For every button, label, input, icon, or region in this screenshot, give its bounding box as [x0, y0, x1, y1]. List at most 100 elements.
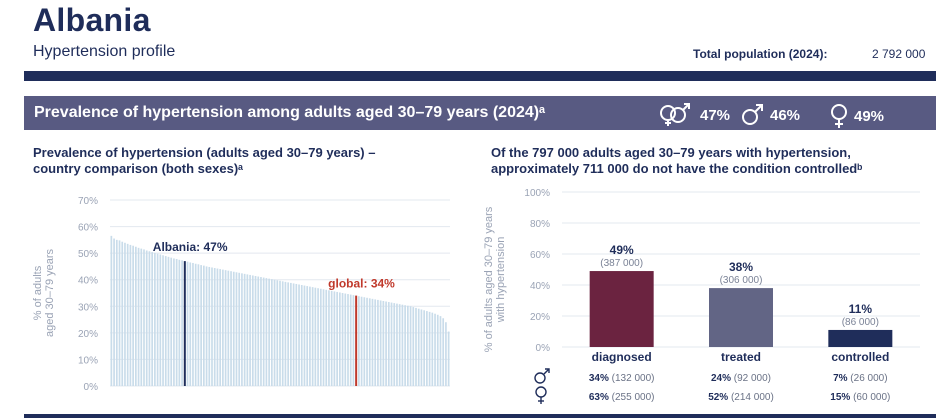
- country-bar: [325, 289, 328, 386]
- country-bar: [360, 296, 363, 386]
- male-breakdown-pct: 24%: [711, 373, 731, 384]
- country-bar: [175, 258, 178, 386]
- country-bar: [224, 270, 227, 386]
- country-bar: [251, 275, 254, 386]
- country-bar: [273, 279, 276, 386]
- banner-title: Prevalence of hypertension among adults …: [34, 104, 546, 121]
- cascade-category-label: diagnosed: [592, 350, 652, 364]
- country-bar: [232, 271, 235, 386]
- country-bar: [328, 290, 330, 386]
- country-comparison-title-line1: Prevalence of hypertension (adults aged …: [33, 145, 376, 160]
- country-bar: [290, 282, 292, 386]
- country-bar: [262, 277, 265, 386]
- cascade-bar-controlled: [828, 329, 893, 347]
- country-bar: [222, 269, 224, 386]
- country-bar: [137, 247, 140, 386]
- country-bar: [436, 314, 439, 386]
- female-breakdown-label: 52% (214 000): [708, 392, 774, 403]
- country-bar: [287, 282, 290, 386]
- y-tick-label: 20%: [78, 329, 98, 340]
- country-bar: [317, 288, 319, 386]
- population-value: 2 792 000: [872, 47, 926, 61]
- cascade-count-label: (387 000): [600, 258, 643, 269]
- country-bar: [208, 266, 211, 386]
- y-axis-label-line2: aged 30–79 years: [44, 248, 56, 337]
- country-bar: [270, 279, 273, 386]
- country-bar: [145, 250, 148, 386]
- country-bar: [284, 281, 287, 386]
- country-bar: [219, 269, 222, 386]
- country-bar: [154, 252, 156, 386]
- country-bar: [292, 283, 295, 386]
- country-bar: [309, 286, 311, 386]
- country-bar: [118, 240, 121, 386]
- country-bar: [412, 307, 415, 386]
- country-bar: [409, 306, 412, 386]
- care-cascade-title-line1: Of the 797 000 adults aged 30–79 years w…: [491, 145, 851, 160]
- country-bar: [428, 311, 431, 386]
- male-breakdown-pct: 7%: [833, 373, 848, 384]
- country-bar: [341, 293, 344, 386]
- albania-label: Albania: 47%: [153, 240, 228, 254]
- cascade-category-label: controlled: [831, 350, 889, 364]
- cascade-category-label: treated: [721, 350, 761, 364]
- country-comparison-title: Prevalence of hypertension (adults aged …: [33, 145, 453, 177]
- country-bar: [404, 305, 406, 386]
- country-bar: [140, 248, 143, 386]
- y-tick-label: 60%: [530, 250, 550, 261]
- country-bar: [363, 297, 366, 386]
- cascade-count-label: (306 000): [720, 275, 763, 286]
- country-bar: [434, 313, 436, 386]
- both-sexes-value: 47%: [700, 106, 731, 124]
- male-value: 46%: [770, 106, 801, 124]
- country-bar: [181, 260, 183, 386]
- care-cascade-title: Of the 797 000 adults aged 30–79 years w…: [491, 145, 931, 177]
- country-bar: [257, 276, 260, 386]
- country-bar: [110, 235, 113, 386]
- country-bar: [132, 245, 134, 386]
- female-stat: 49%: [828, 103, 884, 129]
- country-bar: [121, 241, 124, 386]
- footer-divider: [24, 414, 936, 418]
- y-axis-label-line2: with hypertension: [495, 237, 507, 324]
- male-breakdown-label: 24% (92 000): [711, 373, 771, 384]
- country-bar: [124, 242, 126, 386]
- country-bar: [431, 312, 434, 386]
- y-tick-label: 10%: [78, 355, 98, 366]
- country-bar: [314, 287, 317, 386]
- male-breakdown-label: 7% (26 000): [833, 373, 887, 384]
- country-bar: [303, 285, 306, 386]
- country-bar: [371, 298, 374, 386]
- country-bar: [246, 274, 249, 386]
- male-breakdown-count: (92 000): [731, 373, 771, 384]
- male-stat: 46%: [740, 103, 800, 127]
- y-tick-label: 50%: [78, 249, 98, 260]
- country-bar: [396, 303, 398, 386]
- cascade-count-label: (86 000): [842, 317, 879, 328]
- country-bar: [333, 291, 336, 386]
- both-sexes-icon: [660, 103, 690, 126]
- country-bar: [311, 287, 314, 386]
- female-breakdown-pct: 52%: [708, 392, 728, 403]
- country-bar: [420, 309, 423, 386]
- female-breakdown-label: 63% (255 000): [589, 392, 655, 403]
- country-bar: [276, 280, 279, 386]
- country-bar: [200, 265, 202, 386]
- profile-subtitle: Hypertension profile: [33, 43, 176, 60]
- population-label: Total population (2024):: [693, 47, 828, 61]
- y-axis-label-line1: % of adults aged 30–79 years: [483, 206, 495, 352]
- country-bar: [151, 252, 154, 386]
- country-bar: [368, 298, 371, 386]
- country-bar: [406, 305, 409, 386]
- male-breakdown-count: (26 000): [848, 373, 888, 384]
- cascade-value-label: 38%: [729, 260, 753, 274]
- both-sexes-stat: 47%: [656, 103, 730, 127]
- y-tick-label: 80%: [530, 219, 550, 230]
- country-bar: [336, 291, 338, 386]
- country-bar: [295, 283, 298, 386]
- country-bar: [164, 256, 167, 386]
- country-bar: [279, 280, 281, 386]
- country-bar: [113, 238, 115, 386]
- country-bar: [129, 244, 132, 386]
- y-tick-label: 70%: [78, 196, 98, 207]
